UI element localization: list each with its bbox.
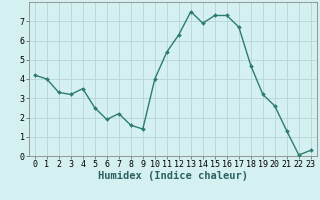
X-axis label: Humidex (Indice chaleur): Humidex (Indice chaleur) (98, 171, 248, 181)
